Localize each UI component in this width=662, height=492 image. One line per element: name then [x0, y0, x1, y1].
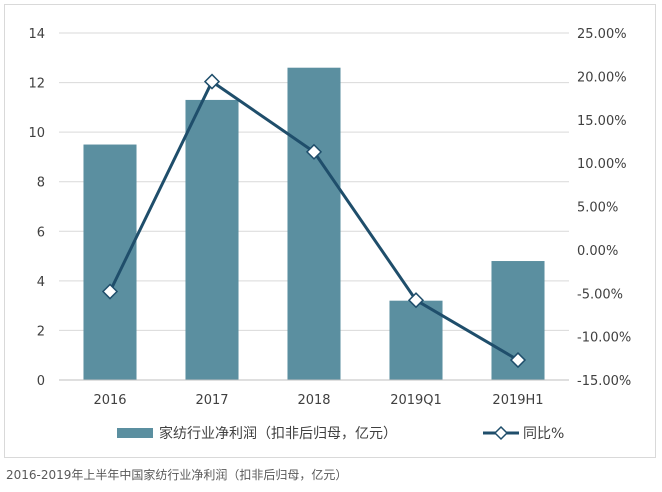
right-axis-tick-label: 5.00%	[577, 201, 618, 216]
bar	[287, 67, 341, 380]
legend-bar-label: 家纺行业净利润（扣非后归母，亿元）	[159, 425, 397, 442]
right-axis-ticks: -15.00% -10.00% -5.00% 0.00% 5.00% 10.00% 15.0…	[577, 27, 631, 389]
right-axis-tick-label: 20.00%	[577, 70, 627, 85]
chart-frame: 0 2 4 6 8 10 12 14 -15.00% -10.00% -5.00% 0.00% 5.0…	[4, 4, 656, 458]
line-point	[101, 283, 119, 300]
line-point	[407, 292, 425, 309]
left-axis-tick-label: 0	[37, 374, 45, 389]
right-axis-tick-label: 0.00%	[577, 244, 618, 259]
left-axis-tick-label: 6	[37, 225, 45, 240]
line-series	[101, 73, 527, 369]
x-axis-label: 2016	[93, 393, 126, 408]
left-axis-tick-label: 10	[28, 126, 45, 141]
left-axis-tick-label: 2	[37, 324, 45, 339]
right-axis-tick-label: -15.00%	[577, 374, 631, 389]
left-axis-tick-label: 12	[28, 77, 45, 92]
line-point	[305, 143, 323, 160]
bar	[185, 99, 239, 381]
x-axis-label: 2017	[195, 393, 228, 408]
legend-line-marker	[493, 425, 509, 441]
right-axis-tick-label: -5.00%	[577, 287, 623, 302]
figure-caption: 2016-2019年上半年中国家纺行业净利润（扣非后归母，亿元）	[6, 468, 348, 482]
line-point	[203, 73, 221, 90]
legend-line-label: 同比%	[523, 426, 564, 442]
bar	[389, 300, 443, 380]
right-axis-tick-label: -10.00%	[577, 331, 631, 346]
line-point	[509, 351, 527, 369]
legend-bar-swatch	[117, 428, 153, 438]
x-axis-label: 2019H1	[492, 393, 543, 408]
right-axis-tick-label: 10.00%	[577, 157, 627, 172]
right-axis-tick-label: 15.00%	[577, 114, 627, 129]
left-axis-ticks: 0 2 4 6 8 10 12 14	[28, 27, 45, 389]
left-axis-tick-label: 8	[37, 176, 45, 191]
left-axis-tick-label: 4	[37, 275, 45, 290]
left-axis-tick-label: 14	[28, 27, 45, 42]
x-axis-label: 2018	[297, 393, 330, 408]
x-axis-label: 2019Q1	[390, 393, 442, 408]
chart: 0 2 4 6 8 10 12 14 -15.00% -10.00% -5.00% 0.00% 5.0…	[28, 27, 631, 442]
bar	[83, 144, 137, 380]
x-axis-labels: 2016 2017 2018 2019Q1 2019H1	[93, 393, 543, 408]
legend: 家纺行业净利润（扣非后归母，亿元） 同比%	[117, 425, 564, 442]
right-axis-tick-label: 25.00%	[577, 27, 627, 42]
bar-series	[83, 67, 545, 381]
